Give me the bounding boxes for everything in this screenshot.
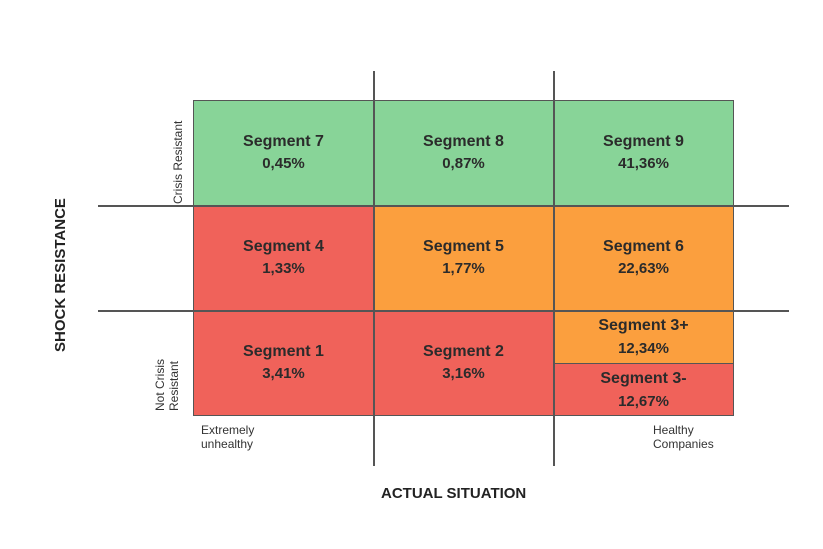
x-left-label-line1: Extremely <box>201 423 255 437</box>
y-bottom-label-line2: Resistant <box>167 360 181 411</box>
segment-4-name: Segment 4 <box>243 238 324 255</box>
segment-3-plus-value: 12,34% <box>618 340 669 357</box>
segment-2-cell: Segment 2 3,16% <box>373 310 554 416</box>
segment-7-value: 0,45% <box>262 155 305 172</box>
segment-3-minus-value: 12,67% <box>618 392 669 410</box>
segment-1-name: Segment 1 <box>243 343 324 360</box>
segment-3-plus-cell: Segment 3+ 12,34% <box>553 310 734 364</box>
vertical-divider-right <box>553 71 555 466</box>
segment-1-cell: Segment 1 3,41% <box>193 310 374 416</box>
segment-5-value: 1,77% <box>442 260 485 277</box>
y-bottom-label: Not Crisis Resistant <box>153 359 181 411</box>
x-axis-title: ACTUAL SITUATION <box>381 485 527 502</box>
segment-3-minus-cell: Segment 3- 12,67% <box>553 363 734 416</box>
x-right-label-line2: Companies <box>653 437 714 451</box>
segment-7-name: Segment 7 <box>243 133 324 150</box>
segment-9-value: 41,36% <box>618 155 669 172</box>
segment-9-cell: Segment 9 41,36% <box>553 100 734 206</box>
x-left-label-line2: unhealthy <box>201 437 254 451</box>
y-axis-title: SHOCK RESISTANCE <box>52 198 69 352</box>
segment-3-plus-name: Segment 3+ <box>598 317 689 334</box>
segment-8-cell: Segment 8 0,87% <box>373 100 554 206</box>
segment-7-cell: Segment 7 0,45% <box>193 100 374 206</box>
segment-2-name: Segment 2 <box>423 343 504 360</box>
horizontal-divider-top <box>98 205 789 207</box>
segment-3-minus-name: Segment 3- <box>600 369 687 387</box>
y-top-label: Crisis Resistant <box>171 120 185 204</box>
segment-6-name: Segment 6 <box>603 238 684 255</box>
segment-8-value: 0,87% <box>442 155 485 172</box>
segment-6-cell: Segment 6 22,63% <box>553 205 734 311</box>
vertical-divider-left <box>373 71 375 466</box>
horizontal-divider-bottom <box>98 310 789 312</box>
segment-8-name: Segment 8 <box>423 133 504 150</box>
segment-5-cell: Segment 5 1,77% <box>373 205 554 311</box>
segment-5-name: Segment 5 <box>423 238 504 255</box>
segment-9-name: Segment 9 <box>603 133 684 150</box>
segment-6-value: 22,63% <box>618 260 669 277</box>
x-left-label: Extremely unhealthy <box>201 423 254 451</box>
segment-1-value: 3,41% <box>262 365 305 382</box>
x-right-label: Healthy Companies <box>653 423 714 451</box>
y-bottom-label-line1: Not Crisis <box>153 358 167 411</box>
x-right-label-line1: Healthy <box>653 423 694 437</box>
segment-2-value: 3,16% <box>442 365 485 382</box>
segment-4-value: 1,33% <box>262 260 305 277</box>
segment-4-cell: Segment 4 1,33% <box>193 205 374 311</box>
